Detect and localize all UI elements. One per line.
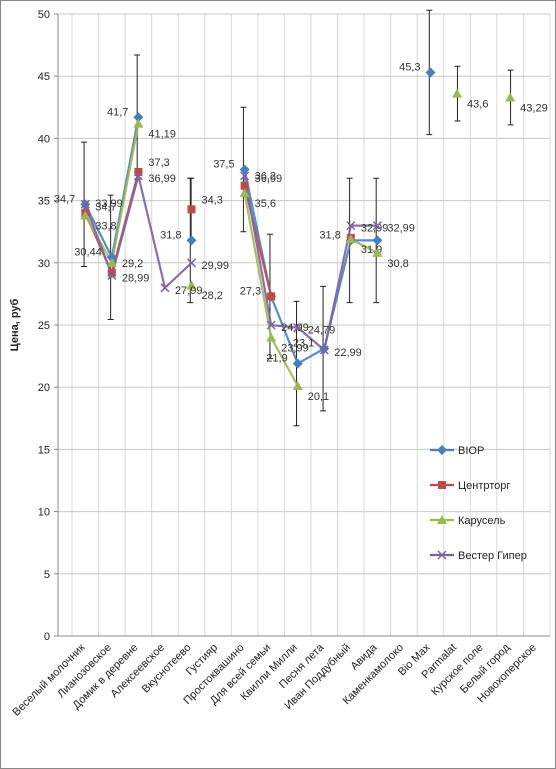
point [292, 358, 303, 369]
point [240, 171, 250, 181]
point [267, 292, 276, 301]
legend-marker [437, 515, 447, 524]
value-label: 43,6 [467, 99, 488, 111]
y-axis-label: Цена, руб [9, 298, 21, 351]
y-tick-label: 10 [38, 507, 50, 519]
point [372, 221, 382, 231]
y-tick-label: 15 [38, 444, 50, 456]
value-label: 43,29 [520, 102, 548, 114]
value-label: 29,99 [202, 260, 230, 272]
y-tick-label: 40 [38, 133, 50, 145]
point [133, 171, 143, 181]
legend-label: Вестер Гипер [458, 550, 527, 562]
point [345, 234, 356, 244]
point [186, 280, 197, 290]
point [107, 270, 117, 280]
y-tick-label: 50 [38, 9, 50, 21]
point [319, 343, 330, 354]
value-label: 37,5 [213, 159, 234, 171]
y-tick-label: 30 [38, 258, 50, 270]
legend-marker [437, 550, 447, 560]
value-label: 21,9 [266, 353, 287, 365]
value-label: 28,2 [202, 290, 223, 302]
point [187, 205, 196, 214]
legend: BIOP Центрторг Карусель Вестер Гипер [430, 445, 527, 562]
value-label: 36,2 [255, 171, 276, 183]
value-label: 41,19 [148, 129, 176, 141]
value-label: 23,99 [281, 343, 309, 355]
point [107, 268, 116, 277]
value-label: 41,7 [107, 106, 128, 118]
point [240, 181, 249, 190]
value-label: 33,99 [95, 198, 123, 210]
y-tick-label: 25 [38, 320, 50, 332]
value-label: 32,99 [387, 223, 415, 235]
point [372, 247, 383, 257]
point [133, 118, 144, 128]
point [319, 345, 329, 355]
point [372, 235, 383, 246]
value-label: 30,8 [387, 258, 408, 270]
point [186, 258, 197, 268]
y-tick-label: 35 [38, 196, 50, 208]
value-label: 31,8 [160, 229, 181, 241]
point [239, 164, 250, 175]
point [106, 252, 117, 263]
point [346, 221, 356, 231]
value-label: 33,8 [95, 221, 116, 233]
value-label: 35,6 [255, 198, 276, 210]
point [239, 188, 250, 198]
value-label: 24,79 [308, 325, 336, 337]
point [266, 320, 276, 330]
y-tick-label: 5 [44, 569, 50, 581]
point [106, 257, 117, 267]
value-label: 36,99 [255, 173, 283, 185]
point [452, 88, 463, 98]
point [293, 323, 303, 333]
point [133, 112, 144, 123]
legend-marker [438, 481, 446, 489]
legend-label: Центрторг [458, 480, 510, 492]
value-label: 22,99 [334, 347, 362, 359]
value-label: 28,99 [122, 272, 150, 284]
value-label: 29,2 [122, 258, 143, 270]
value-label: 20,1 [308, 391, 329, 403]
point [266, 332, 277, 342]
value-label: 37,3 [148, 157, 169, 169]
value-label: 31,8 [319, 229, 340, 241]
point [292, 380, 303, 390]
legend-marker [437, 445, 447, 455]
value-label: 23,1 [293, 338, 314, 350]
value-label: 36,99 [148, 173, 176, 185]
value-label: 27,99 [175, 285, 203, 297]
value-label: 34,3 [202, 194, 223, 206]
y-tick-label: 0 [44, 631, 50, 643]
value-label: 27,3 [240, 285, 261, 297]
point [80, 199, 90, 209]
point [160, 283, 170, 293]
point [425, 67, 436, 78]
point [505, 92, 516, 102]
legend-label: BIOP [458, 445, 484, 457]
legend-label: Карусель [458, 515, 506, 527]
y-tick-label: 20 [38, 382, 50, 394]
value-label: 30,44 [74, 246, 102, 258]
value-label: 34,7 [95, 201, 116, 213]
point [186, 235, 197, 246]
point [80, 210, 91, 220]
value-label: 45,3 [399, 61, 420, 73]
y-tick-label: 45 [38, 71, 50, 83]
point [134, 167, 143, 176]
value-label: 34,7 [54, 193, 75, 205]
